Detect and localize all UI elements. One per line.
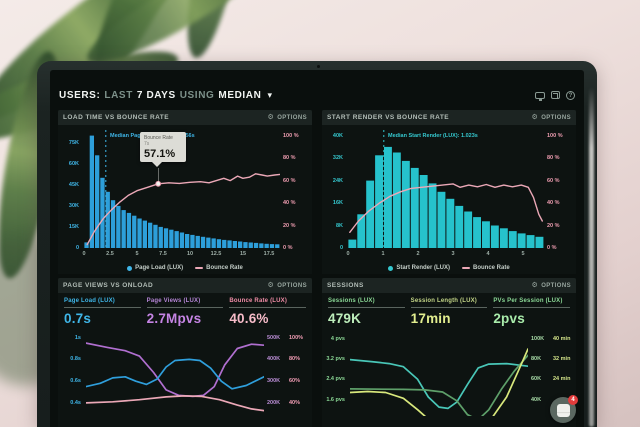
share-icon[interactable] bbox=[551, 91, 560, 99]
gear-icon: ⚙ bbox=[531, 113, 539, 121]
y-axis-right: 100K 40 min 80K 32 min 60K 24 min 40K bbox=[531, 336, 571, 403]
legend-item[interactable]: Start Render (LUX) bbox=[388, 265, 450, 271]
notification-badge: 4 bbox=[568, 395, 578, 405]
metric-row: Page Load (LUX) 0.7s Page Views (LUX) 2.… bbox=[58, 293, 312, 326]
options-button[interactable]: ⚙ OPTIONS bbox=[531, 113, 572, 121]
metric-divider bbox=[229, 307, 307, 308]
median-annotation: Median Start Render (LUX): 1.023s bbox=[388, 133, 478, 139]
panel-header: LOAD TIME VS BOUNCE RATE ⚙ OPTIONS bbox=[58, 110, 312, 125]
y-axis-right: 100 % 80 % 60 % 40 % 20 % 0 % bbox=[283, 133, 299, 251]
metric-sessions: Sessions (LUX) 479K bbox=[328, 298, 405, 326]
y-axis-left: 40K 32K 24K 16K 8K 0 bbox=[332, 133, 343, 251]
metric-divider bbox=[64, 307, 141, 308]
metric-divider bbox=[146, 307, 224, 308]
chart-legend: Start Render (LUX) Bounce Rate bbox=[322, 263, 576, 273]
y-axis-left: 75K 60K 45K 30K 15K 0 bbox=[68, 140, 79, 251]
chart-canvas bbox=[348, 130, 544, 248]
panel-header: SESSIONS ⚙ OPTIONS bbox=[322, 278, 576, 293]
tooltip-value: 57.1% bbox=[144, 148, 176, 160]
gear-icon: ⚙ bbox=[267, 113, 275, 121]
metric-divider bbox=[493, 307, 571, 308]
tooltip-cursor bbox=[158, 168, 159, 182]
options-label: OPTIONS bbox=[277, 282, 307, 289]
tooltip-sub: 7s bbox=[144, 141, 150, 147]
options-label: OPTIONS bbox=[541, 114, 571, 121]
panel-title: PAGE VIEWS VS ONLOAD bbox=[63, 282, 154, 289]
y-axis-left: 1s 0.8s 0.6s 0.4s bbox=[70, 335, 81, 406]
laptop: USERS: LAST 7 DAYS USING MEDIAN ▾ ? LOAD… bbox=[37, 61, 597, 427]
page-views-chart: 1s 0.8s 0.6s 0.4s 500K 100% 400K 80% 300K 60% 200… bbox=[58, 328, 312, 416]
panel-title: START RENDER VS BOUNCE RATE bbox=[327, 114, 450, 121]
options-button[interactable]: ⚙ OPTIONS bbox=[267, 113, 308, 121]
chart-canvas bbox=[84, 130, 280, 248]
panel-load-time: LOAD TIME VS BOUNCE RATE ⚙ OPTIONS 75K 60… bbox=[58, 110, 312, 274]
panel-title: LOAD TIME VS BOUNCE RATE bbox=[63, 114, 170, 121]
options-button[interactable]: ⚙ OPTIONS bbox=[267, 281, 308, 289]
metric-row: Sessions (LUX) 479K Session Length (LUX)… bbox=[322, 293, 576, 326]
bezel-reflection bbox=[589, 87, 594, 427]
agg-value: MEDIAN bbox=[218, 89, 262, 101]
users-label: USERS: bbox=[59, 89, 101, 101]
options-button[interactable]: ⚙ OPTIONS bbox=[531, 281, 572, 289]
range-value: 7 DAYS bbox=[136, 89, 176, 101]
range-word: LAST bbox=[104, 89, 133, 101]
legend-item[interactable]: Bounce Rate bbox=[195, 265, 243, 271]
header-icons: ? bbox=[535, 90, 575, 101]
panel-page-views: PAGE VIEWS VS ONLOAD ⚙ OPTIONS Page Load… bbox=[58, 278, 312, 427]
tooltip: Bounce Rate 7s 57.1% bbox=[140, 132, 186, 167]
plot-area[interactable]: Median Start Render (LUX): 1.023s bbox=[348, 130, 544, 248]
webcam-icon bbox=[317, 65, 320, 68]
metric-pvs-per-session: PVs Per Session (LUX) 2pvs bbox=[493, 298, 571, 326]
x-axis: 0 2.5 5 7.5 10 12.5 15 17.5 bbox=[82, 251, 275, 257]
screenshot-icon bbox=[556, 403, 570, 417]
panel-sessions: SESSIONS ⚙ OPTIONS Sessions (LUX) 479K S… bbox=[322, 278, 576, 427]
y-axis-right: 500K 100% 400K 80% 300K 60% 200K 40% bbox=[267, 335, 304, 406]
y-axis-left: 4 pvs 3.2 pvs 2.4 pvs 1.6 pvs bbox=[326, 336, 345, 403]
agg-word: USING bbox=[179, 89, 215, 101]
chevron-down-icon: ▾ bbox=[267, 89, 273, 100]
users-filter-dropdown[interactable]: USERS: LAST 7 DAYS USING MEDIAN ▾ bbox=[59, 90, 273, 101]
chart-canvas bbox=[350, 348, 528, 416]
panel-title: SESSIONS bbox=[327, 282, 364, 289]
gear-icon: ⚙ bbox=[531, 281, 539, 289]
legend-item[interactable]: Page Load (LUX) bbox=[127, 265, 183, 271]
plot-area[interactable]: Median Page Load (LUX): 2.056s Bounce Ra… bbox=[84, 130, 280, 248]
metric-session-length: Session Length (LUX) 17min bbox=[410, 298, 488, 326]
metric-divider bbox=[410, 307, 488, 308]
gear-icon: ⚙ bbox=[267, 281, 275, 289]
help-icon[interactable]: ? bbox=[566, 90, 575, 100]
start-render-chart: 40K 32K 24K 16K 8K 0 Median Start Render (LUX… bbox=[322, 125, 576, 274]
chart-legend: Page Load (LUX) Bounce Rate bbox=[58, 263, 312, 273]
options-label: OPTIONS bbox=[277, 114, 307, 121]
metric-bounce-rate: Bounce Rate (LUX) 40.6% bbox=[229, 298, 307, 326]
metric-page-load: Page Load (LUX) 0.7s bbox=[64, 298, 141, 326]
dashboard-screen: USERS: LAST 7 DAYS USING MEDIAN ▾ ? LOAD… bbox=[50, 70, 584, 427]
panel-header: PAGE VIEWS VS ONLOAD ⚙ OPTIONS bbox=[58, 278, 312, 293]
legend-item[interactable]: Bounce Rate bbox=[461, 265, 510, 271]
y-axis-right: 100 % 80 % 60 % 40 % 20 % 0 % bbox=[547, 133, 563, 251]
sessions-chart: 4 pvs 3.2 pvs 2.4 pvs 1.6 pvs 100K 40 min 80K… bbox=[322, 328, 576, 416]
panel-start-render: START RENDER VS BOUNCE RATE ⚙ OPTIONS 40… bbox=[322, 110, 576, 274]
plot-area[interactable] bbox=[86, 330, 264, 416]
panel-header: START RENDER VS BOUNCE RATE ⚙ OPTIONS bbox=[322, 110, 576, 125]
plot-area[interactable] bbox=[350, 330, 528, 416]
metric-page-views: Page Views (LUX) 2.7Mpvs bbox=[146, 298, 224, 326]
tooltip-title: Bounce Rate bbox=[144, 135, 173, 141]
dashboard-header: USERS: LAST 7 DAYS USING MEDIAN ▾ ? bbox=[59, 85, 575, 105]
options-label: OPTIONS bbox=[541, 282, 571, 289]
widget-button[interactable]: 4 bbox=[550, 395, 578, 423]
chart-canvas bbox=[86, 342, 264, 412]
metric-divider bbox=[328, 307, 405, 308]
display-icon[interactable] bbox=[535, 91, 545, 101]
